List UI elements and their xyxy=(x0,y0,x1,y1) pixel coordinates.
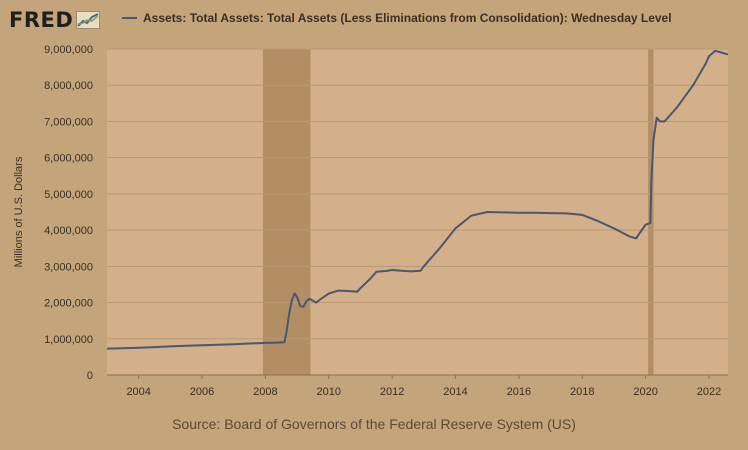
plot-area xyxy=(107,49,728,375)
x-tick-label: 2006 xyxy=(190,386,214,398)
y-tick-label: 2,000,000 xyxy=(44,298,93,310)
x-tick-label: 2004 xyxy=(126,386,150,398)
y-tick-label: 3,000,000 xyxy=(44,261,93,273)
y-tick-label: 4,000,000 xyxy=(44,225,93,237)
trend-chart-icon xyxy=(76,11,101,29)
y-tick-label: 7,000,000 xyxy=(44,116,93,128)
y-tick-label: 8,000,000 xyxy=(44,80,93,92)
legend-swatch xyxy=(122,17,137,19)
y-tick-label: 1,000,000 xyxy=(44,334,93,346)
fred-logo-text: FRED xyxy=(9,8,74,32)
x-tick-label: 2010 xyxy=(317,386,341,398)
y-axis-label: Millions of U.S. Dollars xyxy=(13,156,25,267)
chart-legend: Assets: Total Assets: Total Assets (Less… xyxy=(122,11,672,25)
y-tick-label: 9,000,000 xyxy=(44,44,93,56)
x-tick-label: 2008 xyxy=(253,386,277,398)
x-tick-label: 2012 xyxy=(380,386,404,398)
x-tick-label: 2020 xyxy=(633,386,657,398)
fred-logo[interactable]: FRED xyxy=(9,7,101,33)
x-tick-label: 2022 xyxy=(697,386,721,398)
series-line xyxy=(106,49,729,350)
legend-label: Assets: Total Assets: Total Assets (Less… xyxy=(143,11,672,25)
x-tick-label: 2014 xyxy=(443,386,467,398)
y-tick-label: 6,000,000 xyxy=(44,153,93,165)
x-tick-label: 2016 xyxy=(507,386,531,398)
y-tick-label: 0 xyxy=(87,370,93,382)
recession-band xyxy=(262,49,311,375)
source-note: Source: Board of Governors of the Federa… xyxy=(172,416,576,432)
y-tick-label: 5,000,000 xyxy=(44,189,93,201)
x-tick-label: 2018 xyxy=(570,386,594,398)
